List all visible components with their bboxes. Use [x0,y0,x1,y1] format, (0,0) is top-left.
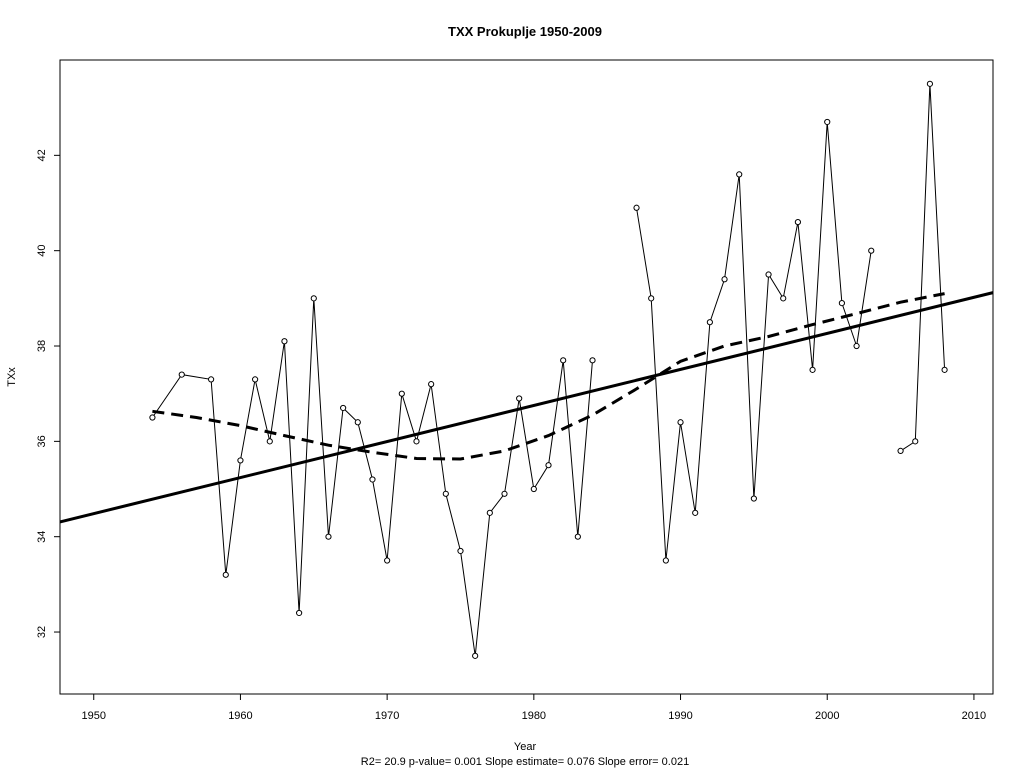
points-layer [149,80,948,659]
data-point [721,276,728,283]
data-point [530,485,537,493]
y-tick-label: 36 [36,435,48,447]
data-point [457,547,464,555]
data-point [589,357,596,364]
data-point [633,204,640,211]
data-point [824,118,831,126]
data-point [486,509,493,516]
trend-layer [59,291,994,524]
data-point [809,366,816,373]
y-tick-label: 40 [36,245,48,257]
data-point [178,371,185,378]
x-tick-label: 1980 [522,710,546,722]
data-point [281,338,288,345]
y-tick-label: 38 [36,340,48,352]
data-point [516,395,523,402]
data-point [472,652,479,659]
data-point [926,80,934,87]
data-point [428,381,435,388]
data-point [413,438,420,445]
data-point [325,533,332,540]
x-tick-label: 1990 [668,710,692,722]
data-point [574,533,581,540]
data-point [149,414,156,421]
data-point [868,247,875,254]
data-point [736,171,743,178]
y-tick-label: 34 [36,531,48,543]
data-point [296,609,303,617]
data-point [310,295,317,302]
data-point [237,457,244,464]
y-tick-label: 32 [36,626,48,638]
data-point [354,419,361,426]
data-point [838,300,846,307]
data-point [442,490,449,497]
chart-caption: R2= 20.9 p-value= 0.001 Slope estimate= … [361,756,689,768]
x-tick-label: 2000 [815,710,839,722]
data-point [912,438,919,445]
x-tick-label: 1970 [375,710,399,722]
data-point [765,271,772,278]
data-point [706,319,713,326]
series-line [636,121,872,561]
y-axis-title: TXx [6,367,18,387]
data-point [384,557,391,564]
data-point [692,509,699,516]
data-point [252,376,259,383]
data-point [941,366,948,373]
data-point [545,462,552,469]
y-tick-label: 42 [36,149,48,161]
chart-title: TXX Prokuplje 1950-2009 [448,24,602,39]
x-tick-label: 1950 [81,710,105,722]
trend-line [59,291,994,524]
x-axis-title: Year [514,741,537,753]
data-point [222,571,229,578]
x-tick-label: 1960 [228,710,252,722]
data-point [780,295,787,302]
data-point [662,557,669,564]
data-point [369,476,376,483]
smoothed-curve [152,292,945,461]
y-axis: 32 34 36 38 40 42 [36,149,60,638]
data-point [648,295,655,302]
series-line [900,83,946,452]
plot-frame [59,59,994,695]
data-point [207,376,215,383]
data-point [398,390,405,397]
data-point [677,419,684,426]
data-point [750,495,757,502]
data-point [897,447,904,454]
data-point [340,404,347,412]
data-point [853,342,860,350]
smooth-layer [152,292,945,461]
x-axis: 1950 1960 1970 1980 1990 2000 2010 [81,694,986,722]
data-point [794,218,801,226]
data-point [266,438,273,445]
x-tick-label: 2010 [962,710,986,722]
data-point [560,357,567,364]
series-layer [151,83,946,656]
data-point [501,490,508,497]
